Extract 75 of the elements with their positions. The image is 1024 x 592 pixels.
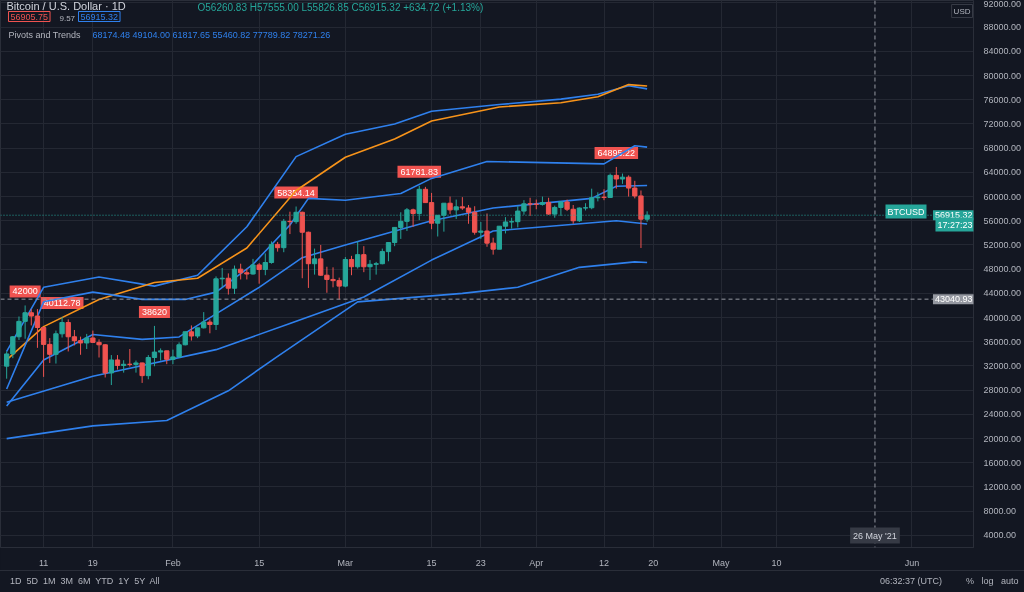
candlestick [311, 248, 318, 276]
y-tick-label: 64000.00 [983, 167, 1022, 178]
candlestick [207, 318, 213, 334]
candlestick [121, 359, 127, 374]
candlestick [607, 173, 613, 198]
x-tick-label: Feb [165, 557, 181, 568]
y-tick-label: 80000.00 [983, 70, 1022, 81]
chart-title: Bitcoin / U.S. Dollar · 1D [6, 0, 126, 12]
candlestick [447, 196, 453, 215]
y-tick-label: 52000.00 [983, 239, 1022, 250]
y-tick-label: 16000.00 [983, 457, 1022, 468]
y-tick-label: 24000.00 [983, 409, 1022, 420]
y-tick-label: 76000.00 [983, 94, 1022, 105]
candlestick [225, 272, 232, 296]
y-tick-label: 44000.00 [983, 288, 1022, 299]
x-tick-label: May [712, 557, 731, 568]
candlestick [601, 188, 607, 201]
candlestick [127, 348, 133, 368]
candlestick [355, 240, 361, 270]
x-tick-label: 12 [599, 557, 610, 568]
x-tick-label: 11 [38, 557, 49, 568]
x-tick-label: 23 [475, 557, 486, 568]
ref-line-label: 43040.93 [934, 294, 973, 305]
candlestick [348, 255, 355, 276]
annotation: O56260.83 H57555.00 L55826.85 C56915.32 +634.72 (+1.13%) [197, 1, 484, 13]
annotation: 42000 [12, 286, 38, 297]
candlestick [361, 245, 367, 273]
annotation: 56915.32 [80, 11, 119, 22]
x-tick-label: Apr [529, 557, 544, 568]
y-tick-label: 40000.00 [983, 312, 1022, 323]
candlestick [139, 362, 145, 384]
y-tick-label: 20000.00 [983, 433, 1022, 444]
annotation: 17:27:23 [937, 219, 973, 230]
annotation: 9.57 [59, 14, 76, 23]
candlestick [287, 211, 293, 235]
x-tick-label: Jun [904, 557, 920, 568]
y-tick-label: 84000.00 [983, 46, 1022, 57]
annotation: 58354.14 [277, 187, 315, 198]
y-tick-label: 32000.00 [983, 360, 1022, 371]
candlestick [231, 265, 238, 295]
y-tick-label: 68000.00 [983, 143, 1022, 154]
y-tick-label: 88000.00 [983, 22, 1022, 33]
y-tick-label: 12000.00 [983, 481, 1022, 492]
annotation: Pivots and Trends [8, 29, 82, 40]
y-tick-label: 36000.00 [983, 336, 1022, 347]
y-tick-label: 92000.00 [983, 0, 1022, 9]
y-tick-label: 56000.00 [983, 215, 1022, 226]
annotation: USD [953, 6, 971, 16]
annotation: 61781.83 [400, 166, 439, 177]
candlestick [256, 262, 262, 285]
annotation: BTCUSD [887, 206, 925, 217]
candlestick [108, 354, 114, 386]
y-tick-label: 48000.00 [983, 264, 1022, 275]
x-tick-label: 15 [426, 557, 437, 568]
candlestick [133, 360, 139, 374]
text: 1D 5D 1M 3M 6M YTD 1Y 5Y All [10, 575, 160, 588]
annotation: 40112.78 [43, 297, 81, 308]
text: 06:32:37 (UTC) [880, 575, 943, 588]
candlestick [613, 166, 619, 190]
y-tick-label: 4000.00 [983, 530, 1017, 541]
x-tick-label: 20 [648, 557, 659, 568]
annotation: 68174.48 49104.00 61817.65 55460.82 77789.82 78271.26 [92, 29, 331, 40]
ref-line-label: 26 May '21 [853, 530, 897, 541]
x-tick-label: 19 [87, 557, 98, 568]
y-tick-label: 72000.00 [983, 118, 1022, 129]
x-tick-label: 15 [254, 557, 265, 568]
annotation: 38620 [141, 306, 167, 317]
x-tick-label: Mar [337, 557, 354, 568]
x-tick-label: 10 [771, 557, 782, 568]
y-tick-label: 60000.00 [983, 191, 1022, 202]
text: % log auto [966, 575, 1019, 588]
y-tick-label: 8000.00 [983, 506, 1017, 517]
y-tick-label: 28000.00 [983, 385, 1022, 396]
annotation: 56905.75 [10, 11, 49, 22]
ref-line-label: 56915.32 [934, 210, 973, 221]
